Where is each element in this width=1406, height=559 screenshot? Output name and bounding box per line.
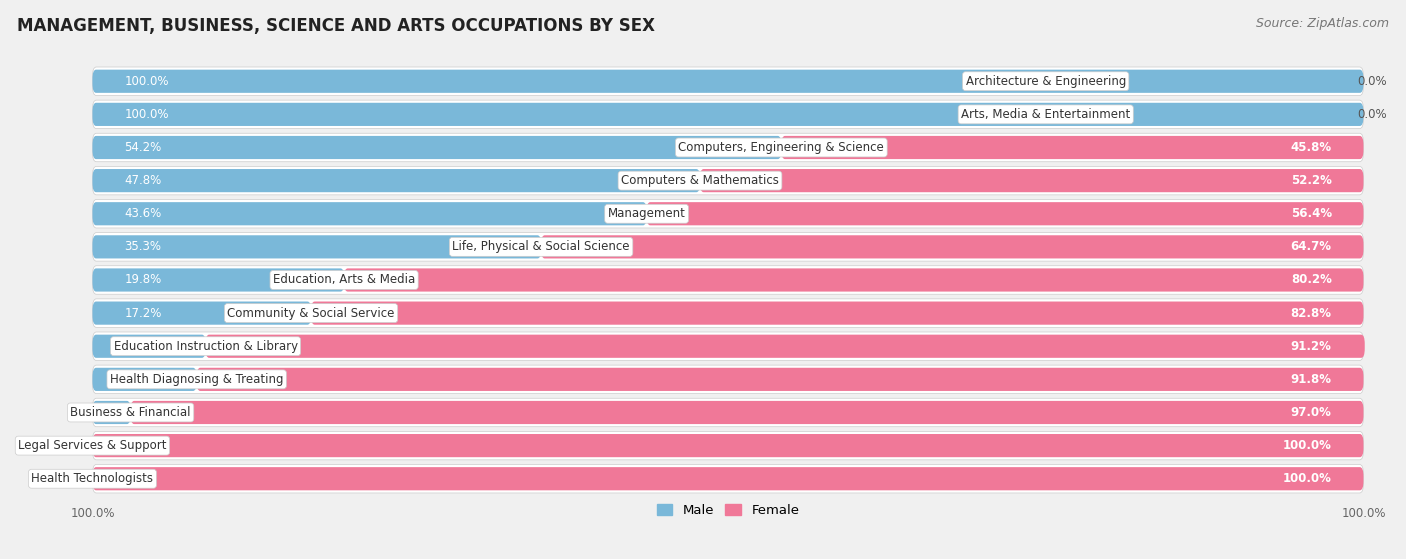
FancyBboxPatch shape [93, 398, 1364, 427]
FancyBboxPatch shape [93, 432, 1364, 460]
Text: 56.4%: 56.4% [1291, 207, 1331, 220]
Text: 64.7%: 64.7% [1291, 240, 1331, 253]
Text: 0.0%: 0.0% [69, 472, 98, 485]
Text: 100.0%: 100.0% [1282, 439, 1331, 452]
Text: Community & Social Service: Community & Social Service [228, 307, 395, 320]
FancyBboxPatch shape [93, 235, 541, 258]
FancyBboxPatch shape [93, 299, 1364, 328]
Text: 97.0%: 97.0% [1291, 406, 1331, 419]
Text: 47.8%: 47.8% [124, 174, 162, 187]
FancyBboxPatch shape [344, 268, 1364, 292]
FancyBboxPatch shape [93, 301, 311, 325]
Text: 8.9%: 8.9% [124, 340, 155, 353]
Text: 35.3%: 35.3% [124, 240, 162, 253]
FancyBboxPatch shape [93, 434, 1364, 457]
FancyBboxPatch shape [131, 401, 1364, 424]
Text: 3.0%: 3.0% [94, 406, 124, 419]
FancyBboxPatch shape [93, 103, 1364, 126]
FancyBboxPatch shape [197, 368, 1364, 391]
Text: 0.0%: 0.0% [69, 439, 98, 452]
Text: 100.0%: 100.0% [124, 75, 169, 88]
FancyBboxPatch shape [93, 202, 647, 225]
Text: 100.0%: 100.0% [124, 108, 169, 121]
FancyBboxPatch shape [93, 133, 1364, 162]
Text: 100.0%: 100.0% [1282, 472, 1331, 485]
Text: MANAGEMENT, BUSINESS, SCIENCE AND ARTS OCCUPATIONS BY SEX: MANAGEMENT, BUSINESS, SCIENCE AND ARTS O… [17, 17, 655, 35]
FancyBboxPatch shape [93, 365, 1364, 394]
FancyBboxPatch shape [205, 335, 1365, 358]
Text: Education Instruction & Library: Education Instruction & Library [114, 340, 298, 353]
FancyBboxPatch shape [93, 169, 700, 192]
FancyBboxPatch shape [93, 266, 1364, 294]
FancyBboxPatch shape [700, 169, 1364, 192]
Text: Health Diagnosing & Treating: Health Diagnosing & Treating [110, 373, 284, 386]
FancyBboxPatch shape [93, 136, 782, 159]
FancyBboxPatch shape [93, 167, 1364, 195]
FancyBboxPatch shape [93, 233, 1364, 261]
FancyBboxPatch shape [782, 136, 1364, 159]
Text: 0.0%: 0.0% [1357, 75, 1386, 88]
FancyBboxPatch shape [93, 100, 1364, 129]
FancyBboxPatch shape [93, 200, 1364, 228]
Text: Legal Services & Support: Legal Services & Support [18, 439, 167, 452]
FancyBboxPatch shape [93, 467, 1364, 490]
FancyBboxPatch shape [93, 67, 1364, 96]
Text: Computers & Mathematics: Computers & Mathematics [621, 174, 779, 187]
Text: 52.2%: 52.2% [1291, 174, 1331, 187]
FancyBboxPatch shape [311, 301, 1364, 325]
Text: 0.0%: 0.0% [1357, 108, 1386, 121]
Text: 82.8%: 82.8% [1291, 307, 1331, 320]
Text: 91.2%: 91.2% [1291, 340, 1331, 353]
Text: Computers, Engineering & Science: Computers, Engineering & Science [679, 141, 884, 154]
FancyBboxPatch shape [647, 202, 1364, 225]
Text: 43.6%: 43.6% [124, 207, 162, 220]
Text: Management: Management [607, 207, 686, 220]
FancyBboxPatch shape [93, 368, 197, 391]
Text: Arts, Media & Entertainment: Arts, Media & Entertainment [962, 108, 1130, 121]
Text: Architecture & Engineering: Architecture & Engineering [966, 75, 1126, 88]
Text: 54.2%: 54.2% [124, 141, 162, 154]
Text: 45.8%: 45.8% [1291, 141, 1331, 154]
FancyBboxPatch shape [93, 268, 344, 292]
Text: Health Technologists: Health Technologists [31, 472, 153, 485]
Text: Education, Arts & Media: Education, Arts & Media [273, 273, 415, 287]
Text: Source: ZipAtlas.com: Source: ZipAtlas.com [1256, 17, 1389, 30]
Legend: Male, Female: Male, Female [651, 499, 804, 522]
FancyBboxPatch shape [93, 332, 1364, 361]
FancyBboxPatch shape [93, 70, 1364, 93]
Text: 8.2%: 8.2% [124, 373, 155, 386]
FancyBboxPatch shape [93, 465, 1364, 493]
Text: Business & Financial: Business & Financial [70, 406, 191, 419]
FancyBboxPatch shape [541, 235, 1364, 258]
Text: 19.8%: 19.8% [124, 273, 162, 287]
Text: 17.2%: 17.2% [124, 307, 162, 320]
Text: Life, Physical & Social Science: Life, Physical & Social Science [453, 240, 630, 253]
Text: 91.8%: 91.8% [1291, 373, 1331, 386]
FancyBboxPatch shape [93, 401, 131, 424]
Text: 80.2%: 80.2% [1291, 273, 1331, 287]
FancyBboxPatch shape [93, 335, 205, 358]
